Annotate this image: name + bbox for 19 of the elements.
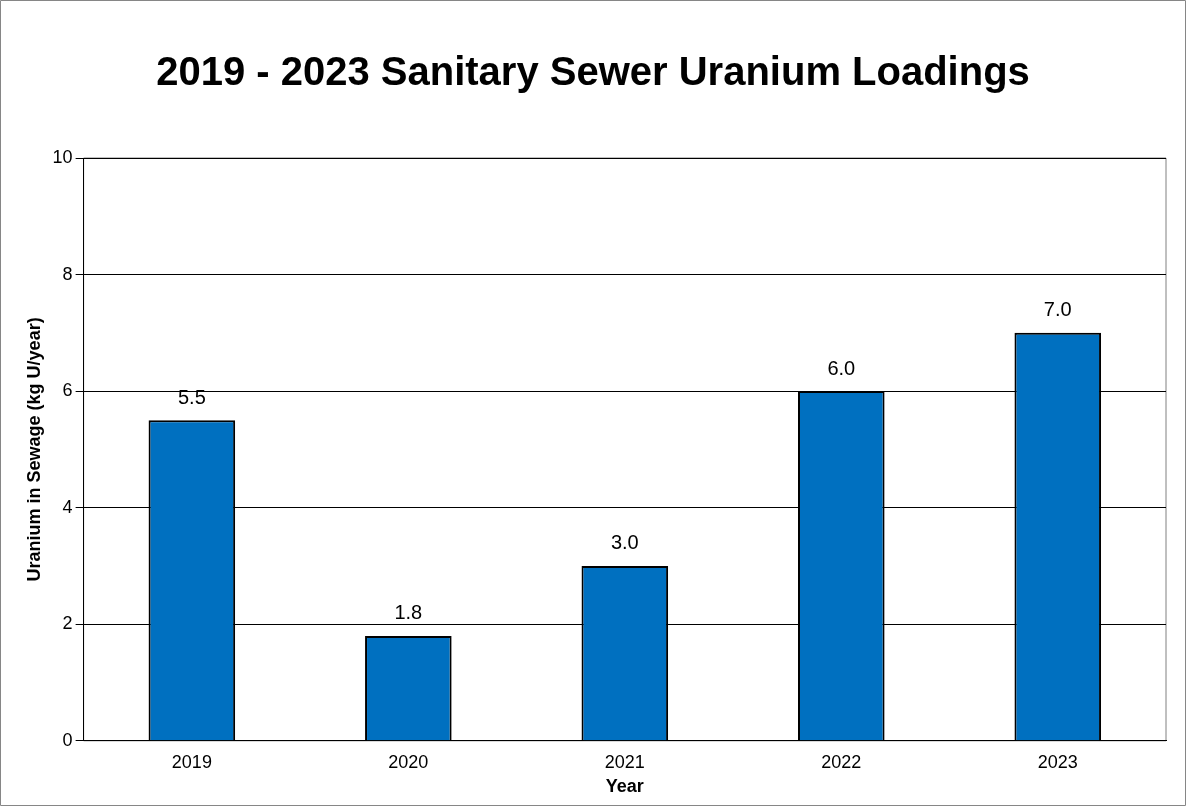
data-label: 1.8	[394, 601, 423, 624]
data-label: 5.5	[177, 385, 206, 408]
chart-title: 2019 - 2023 Sanitary Sewer Uranium Loadings	[156, 49, 1030, 94]
y-axis-title: Uranium in Sewage (kg U/year)	[23, 317, 44, 582]
y-tick-label: 0	[62, 729, 73, 750]
data-label: 6.0	[827, 356, 856, 379]
data-label: 3.0	[610, 531, 639, 554]
x-axis-title: Year	[605, 776, 644, 797]
x-tick-label: 2019	[171, 751, 212, 772]
data-label: 7.0	[1043, 298, 1072, 321]
y-tick-label: 4	[62, 496, 73, 517]
y-tick-label: 10	[52, 146, 73, 167]
y-tick-label: 2	[62, 613, 73, 634]
y-tick-label: 6	[62, 380, 73, 401]
x-tick-label: 2023	[1037, 751, 1078, 772]
x-tick-label: 2020	[388, 751, 429, 772]
y-tick-label: 8	[62, 263, 73, 284]
x-tick-label: 2021	[604, 751, 645, 772]
x-tick-label: 2022	[821, 751, 862, 772]
